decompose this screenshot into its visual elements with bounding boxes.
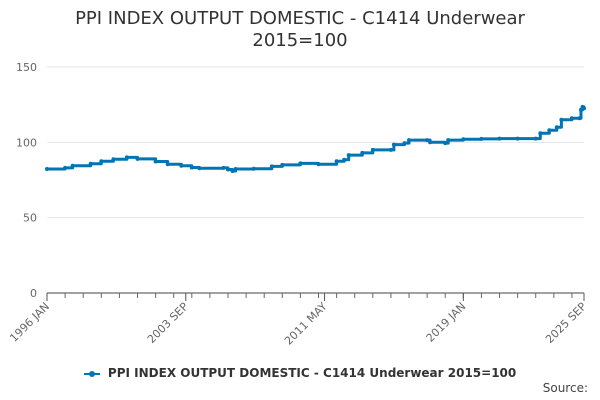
data-point[interactable] <box>70 163 75 168</box>
data-point[interactable] <box>153 159 158 164</box>
data-point[interactable] <box>45 167 49 171</box>
x-tick-label: 2011 MAY <box>282 300 330 348</box>
data-point[interactable] <box>230 169 235 173</box>
data-point[interactable] <box>515 136 520 141</box>
data-point[interactable] <box>402 141 407 146</box>
source-label: Source: <box>542 381 588 395</box>
data-point[interactable] <box>497 136 502 141</box>
data-point[interactable] <box>63 165 68 170</box>
y-tick-label: 100 <box>16 136 37 149</box>
data-point[interactable] <box>559 117 564 122</box>
x-tick-label: 2019 JAN <box>424 300 469 345</box>
data-point[interactable] <box>443 141 448 146</box>
data-point[interactable] <box>582 106 586 111</box>
chart-title-line-1: PPI INDEX OUTPUT DOMESTIC - C1414 Underw… <box>75 8 525 29</box>
data-point[interactable] <box>407 138 411 143</box>
data-point[interactable] <box>342 157 347 162</box>
data-point[interactable] <box>226 167 230 172</box>
data-point[interactable] <box>298 161 303 166</box>
y-tick-label: 0 <box>30 287 37 300</box>
data-point[interactable] <box>428 140 433 145</box>
x-tick-label: 2003 SEP <box>145 300 191 346</box>
data-point[interactable] <box>88 161 93 166</box>
data-point[interactable] <box>425 138 430 143</box>
data-point[interactable] <box>360 150 365 155</box>
x-axis: 1996 JAN 2003 SEP 2011 MAY 2019 JAN 2025 SEP <box>7 293 589 348</box>
legend-series-label: PPI INDEX OUTPUT DOMESTIC - C1414 Underw… <box>107 366 517 380</box>
data-point[interactable] <box>233 167 238 171</box>
y-gridlines <box>47 66 584 294</box>
data-point[interactable] <box>569 116 574 121</box>
data-point[interactable] <box>197 166 202 171</box>
data-point[interactable] <box>221 165 226 170</box>
data-point[interactable] <box>370 147 375 152</box>
legend-series-marker <box>83 369 100 379</box>
y-axis-ticks: 0 50 100 150 <box>16 61 37 300</box>
data-point[interactable] <box>334 159 339 164</box>
legend[interactable]: PPI INDEX OUTPUT DOMESTIC - C1414 Underw… <box>0 366 600 380</box>
data-point[interactable] <box>547 128 552 133</box>
data-point[interactable] <box>446 138 451 143</box>
data-point[interactable] <box>388 147 393 152</box>
data-point[interactable] <box>99 159 104 164</box>
data-point[interactable] <box>461 137 466 142</box>
data-point[interactable] <box>316 162 321 167</box>
y-tick-label: 150 <box>16 61 37 74</box>
series-path <box>47 105 586 173</box>
x-tick-label: 1996 JAN <box>7 300 52 345</box>
data-point[interactable] <box>189 165 194 170</box>
data-point[interactable] <box>538 131 543 136</box>
data-point[interactable] <box>135 156 140 161</box>
x-tick-label: 2025 SEP <box>543 300 589 346</box>
chart-title-line-2: 2015=100 <box>252 30 348 51</box>
data-point[interactable] <box>165 162 170 167</box>
series-line <box>45 104 586 173</box>
data-point[interactable] <box>346 153 351 158</box>
data-point[interactable] <box>554 125 559 130</box>
data-point[interactable] <box>179 163 184 168</box>
data-point[interactable] <box>111 157 116 162</box>
data-point[interactable] <box>577 116 582 121</box>
data-point[interactable] <box>269 164 274 169</box>
data-point[interactable] <box>391 142 396 147</box>
data-point[interactable] <box>479 136 484 141</box>
data-point[interactable] <box>251 166 256 171</box>
data-point[interactable] <box>533 136 538 141</box>
data-point[interactable] <box>579 107 583 112</box>
data-point[interactable] <box>280 162 285 167</box>
chart-title: PPI INDEX OUTPUT DOMESTIC - C1414 Underw… <box>0 8 600 52</box>
data-point[interactable] <box>124 155 129 160</box>
y-tick-label: 50 <box>23 212 37 225</box>
